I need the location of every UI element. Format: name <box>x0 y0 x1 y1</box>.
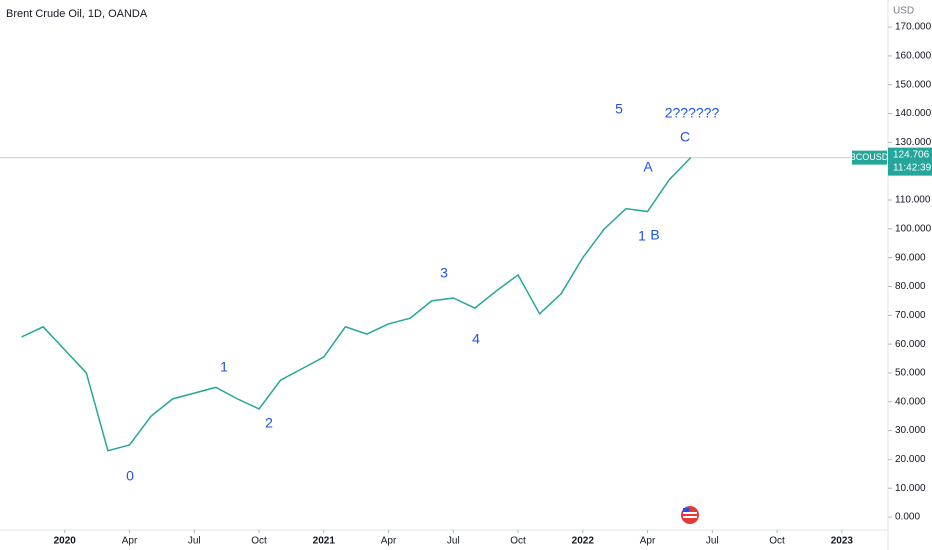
x-tick-label: Apr <box>381 536 397 547</box>
y-tick-label: 30.000 <box>895 425 926 436</box>
x-tick-label: Jul <box>447 536 460 547</box>
x-tick-label: Jul <box>706 536 719 547</box>
y-tick-label: 90.000 <box>895 252 926 263</box>
x-tick-label: 2022 <box>572 536 595 547</box>
currency-label: USD <box>893 6 914 17</box>
symbol-tag <box>852 150 887 165</box>
wave-label: B <box>650 227 659 243</box>
y-tick-label: 170.000 <box>895 22 932 33</box>
x-tick-label: 2021 <box>313 536 336 547</box>
y-tick-label: 110.000 <box>895 195 931 206</box>
y-tick-label: 140.000 <box>895 108 932 119</box>
x-tick-label: Jul <box>188 536 201 547</box>
x-tick-label: Apr <box>640 536 656 547</box>
wave-label: C <box>680 129 690 145</box>
x-tick-label: Oct <box>510 536 526 547</box>
wave-label: 1 <box>220 359 228 375</box>
y-tick-label: 130.000 <box>895 137 932 148</box>
price-tag <box>888 147 932 176</box>
y-tick-label: 60.000 <box>895 339 926 350</box>
x-tick-label: Oct <box>251 536 267 547</box>
wave-label: 0 <box>126 468 134 484</box>
y-tick-label: 80.000 <box>895 281 926 292</box>
countdown-label: 11:42:39 <box>893 162 932 173</box>
y-tick-label: 40.000 <box>895 396 926 407</box>
price-line <box>21 157 692 452</box>
wave-label: 2 <box>265 415 273 431</box>
y-tick-label: 50.000 <box>895 368 926 379</box>
wave-label: 1 <box>638 228 646 244</box>
y-tick-label: 70.000 <box>895 310 926 321</box>
y-tick-label: 100.000 <box>895 223 932 234</box>
flag-icon[interactable] <box>681 506 699 524</box>
y-tick-label: 20.000 <box>895 454 926 465</box>
x-tick-label: Oct <box>769 536 785 547</box>
y-tick-label: 0.000 <box>895 512 920 523</box>
wave-label: 2?????? <box>665 105 720 121</box>
symbol-label: BCOUSD <box>850 152 889 162</box>
x-tick-label: 2023 <box>831 536 854 547</box>
chart-title: Brent Crude Oil, 1D, OANDA <box>6 8 148 20</box>
wave-label: 3 <box>440 265 448 281</box>
x-tick-label: Apr <box>122 536 138 547</box>
y-tick-label: 150.000 <box>895 79 932 90</box>
x-tick-label: 2020 <box>54 536 77 547</box>
y-tick-label: 160.000 <box>895 51 932 62</box>
y-tick-label: 10.000 <box>895 483 926 494</box>
wave-label: 5 <box>615 101 623 117</box>
wave-label: 4 <box>472 331 480 347</box>
price-tag-label: 124.706 <box>893 149 930 160</box>
wave-label: A <box>643 159 653 175</box>
